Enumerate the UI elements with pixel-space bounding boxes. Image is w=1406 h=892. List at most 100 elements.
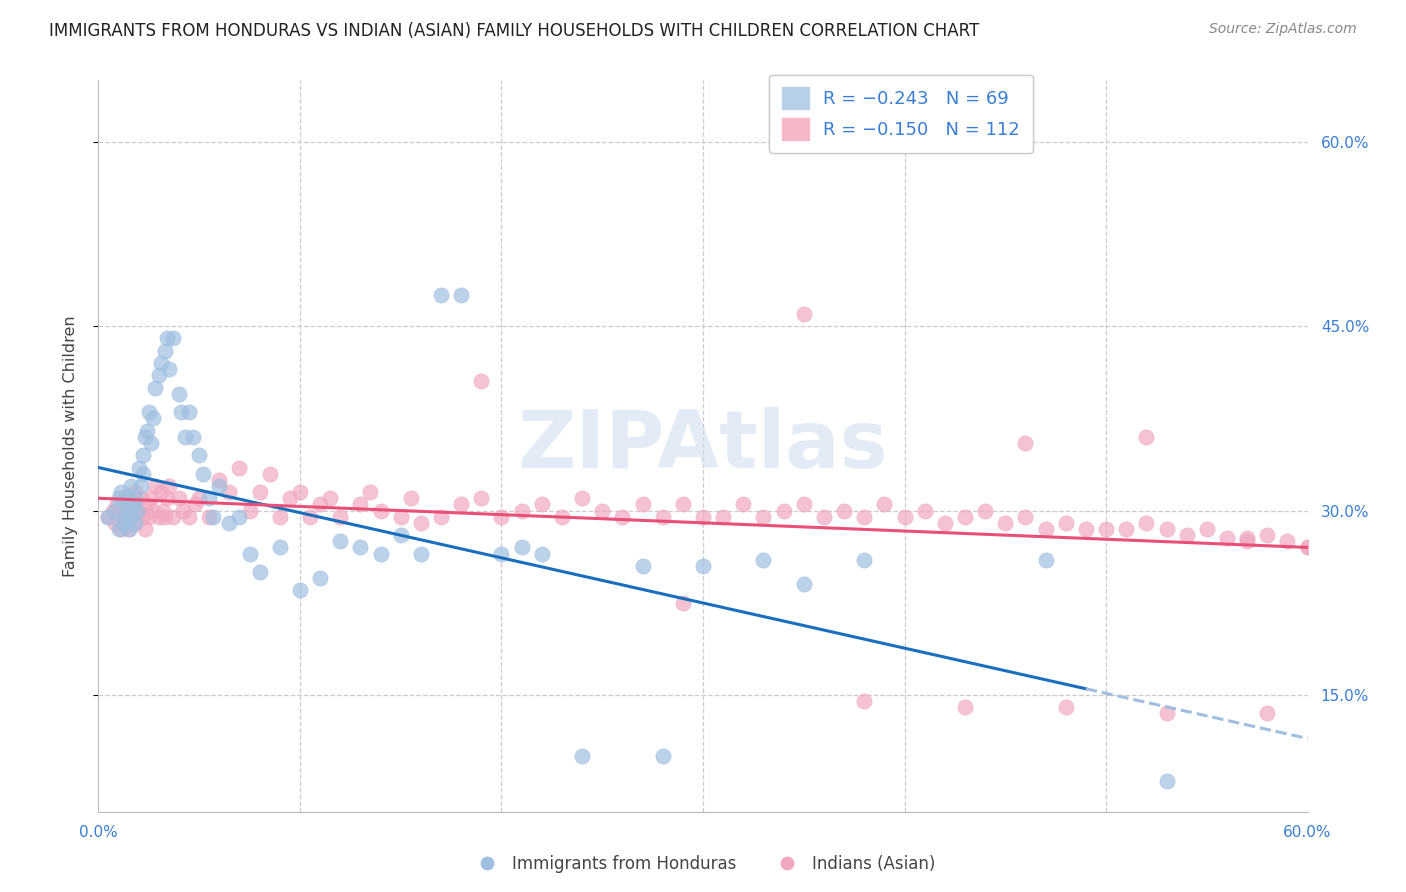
Point: [269, 509, 291, 524]
Point: [278, 491, 301, 506]
Point: [139, 436, 162, 450]
Point: [752, 509, 775, 524]
Point: [156, 491, 179, 506]
Point: [142, 503, 165, 517]
Point: [1256, 528, 1278, 542]
Point: [143, 479, 166, 493]
Point: [329, 534, 352, 549]
Point: [813, 509, 835, 524]
Point: [631, 497, 654, 511]
Point: [1054, 516, 1077, 530]
Point: [974, 503, 997, 517]
Point: [184, 497, 207, 511]
Point: [672, 497, 695, 511]
Point: [115, 489, 138, 503]
Point: [329, 509, 352, 524]
Point: [1236, 531, 1258, 545]
Point: [934, 516, 956, 530]
Point: [156, 331, 179, 345]
Point: [1156, 706, 1178, 721]
Point: [711, 509, 734, 524]
Point: [152, 503, 174, 517]
Point: [124, 516, 146, 530]
Point: [591, 503, 613, 517]
Point: [409, 547, 432, 561]
Point: [793, 497, 815, 511]
Point: [491, 547, 513, 561]
Point: [132, 448, 155, 462]
Point: [370, 547, 392, 561]
Point: [491, 509, 513, 524]
Point: [128, 503, 150, 517]
Point: [228, 509, 250, 524]
Point: [139, 491, 162, 506]
Point: [288, 583, 311, 598]
Point: [121, 497, 143, 511]
Point: [188, 491, 211, 506]
Point: [138, 405, 160, 419]
Point: [174, 430, 197, 444]
Point: [1216, 531, 1239, 545]
Point: [1115, 522, 1137, 536]
Point: [389, 528, 412, 542]
Point: [853, 694, 876, 708]
Point: [793, 577, 815, 591]
Point: [114, 509, 136, 524]
Point: [249, 485, 271, 500]
Point: [157, 479, 180, 493]
Point: [1035, 552, 1057, 566]
Point: [138, 509, 160, 524]
Point: [110, 522, 132, 536]
Point: [1195, 522, 1218, 536]
Point: [148, 368, 170, 383]
Point: [1277, 534, 1299, 549]
Point: [118, 503, 141, 517]
Point: [125, 503, 148, 517]
Point: [107, 491, 129, 506]
Point: [129, 479, 152, 493]
Point: [103, 503, 125, 517]
Point: [103, 516, 125, 530]
Point: [510, 503, 533, 517]
Point: [349, 541, 371, 555]
Point: [853, 509, 876, 524]
Point: [121, 497, 143, 511]
Point: [132, 467, 155, 481]
Point: [370, 503, 392, 517]
Legend: R = −0.243   N = 69, R = −0.150   N = 112: R = −0.243 N = 69, R = −0.150 N = 112: [769, 75, 1032, 153]
Point: [450, 288, 472, 302]
Point: [124, 491, 146, 506]
Point: [239, 503, 262, 517]
Text: IMMIGRANTS FROM HONDURAS VS INDIAN (ASIAN) FAMILY HOUSEHOLDS WITH CHILDREN CORRE: IMMIGRANTS FROM HONDURAS VS INDIAN (ASIA…: [49, 22, 980, 40]
Point: [470, 491, 492, 506]
Point: [1236, 534, 1258, 549]
Point: [167, 491, 190, 506]
Point: [172, 503, 194, 517]
Point: [612, 509, 634, 524]
Point: [631, 558, 654, 573]
Point: [114, 503, 136, 517]
Point: [153, 509, 176, 524]
Point: [994, 516, 1017, 530]
Point: [124, 485, 146, 500]
Point: [1135, 516, 1157, 530]
Point: [115, 491, 138, 506]
Point: [120, 509, 142, 524]
Point: [129, 491, 152, 506]
Point: [157, 362, 180, 376]
Point: [651, 509, 673, 524]
Point: [793, 307, 815, 321]
Point: [179, 509, 201, 524]
Point: [399, 491, 422, 506]
Point: [530, 497, 553, 511]
Point: [162, 509, 184, 524]
Point: [510, 541, 533, 555]
Point: [319, 491, 342, 506]
Point: [193, 467, 215, 481]
Point: [162, 331, 184, 345]
Point: [97, 509, 120, 524]
Point: [132, 509, 155, 524]
Point: [149, 356, 172, 370]
Point: [953, 509, 976, 524]
Point: [853, 552, 876, 566]
